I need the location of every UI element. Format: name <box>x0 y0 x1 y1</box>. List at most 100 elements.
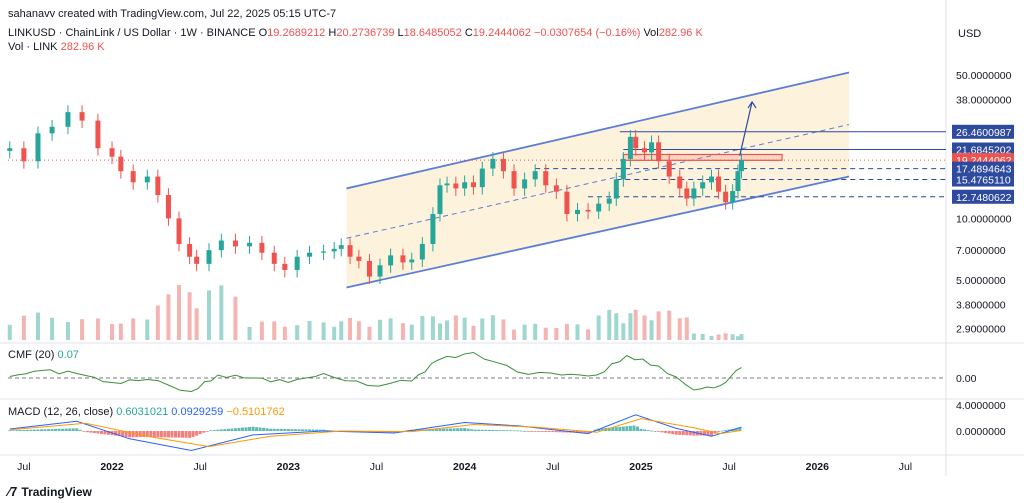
macd-histogram-bar <box>29 429 33 431</box>
cmf-label[interactable]: CMF (20) <box>8 349 55 361</box>
macd-histogram-bar <box>170 431 174 438</box>
macd-histogram-bar <box>710 431 713 436</box>
candle-body <box>259 242 265 253</box>
candle-body <box>642 148 647 153</box>
macd-histogram-bar <box>103 431 107 435</box>
candle-body <box>95 120 101 149</box>
time-axis-label: 2025 <box>629 461 653 473</box>
macd-histogram-bar <box>530 431 534 432</box>
candle-body <box>7 148 13 151</box>
candle-body <box>282 263 288 270</box>
macd-histogram-bar <box>166 431 170 438</box>
macd-histogram-bar <box>607 427 611 431</box>
candle-body <box>490 158 496 169</box>
candle-body <box>419 243 425 260</box>
price-tick-label: 38.0000000 <box>956 95 1012 107</box>
price-tick-label: 50.0000000 <box>956 70 1012 82</box>
volume-bar <box>667 310 672 340</box>
price-label-level-bg <box>952 172 1014 187</box>
candle-body <box>232 240 238 247</box>
macd-histogram-bar <box>699 431 703 436</box>
candle-body <box>294 256 300 270</box>
macd-histogram-bar <box>251 426 255 431</box>
candle-body <box>356 256 362 261</box>
price-label-level-bg <box>952 161 1014 176</box>
macd-histogram-bar <box>466 428 470 431</box>
price-tick-label: 10.0000000 <box>956 213 1012 225</box>
macd-histogram-bar <box>174 431 177 438</box>
macd-histogram-bar <box>308 429 311 431</box>
macd-histogram-bar <box>258 427 262 431</box>
macd-histogram-bar <box>248 427 252 431</box>
candle-body <box>130 171 136 183</box>
macd-histogram-bar <box>671 431 675 435</box>
candle-body <box>338 245 344 249</box>
high-value: 20.2736739 <box>336 27 395 39</box>
macd-histogram-bar <box>512 430 516 432</box>
volume-bar <box>735 336 740 340</box>
macd-histogram-bar <box>325 430 329 431</box>
volume-bar <box>437 323 442 340</box>
candle-body <box>633 136 639 149</box>
tradingview-logo[interactable]: ⁄7 TradingView <box>8 484 92 499</box>
macd-histogram-bar <box>50 429 54 431</box>
candle-body <box>738 160 744 172</box>
macd-histogram-bar <box>145 431 149 437</box>
macd-histogram-bar <box>300 429 304 431</box>
macd-histogram-bar <box>212 429 216 431</box>
volume-bar <box>259 321 264 340</box>
macd-histogram-bar <box>131 431 135 438</box>
macd-legend: MACD (12, 26, close) 0.6031021 0.0929259… <box>8 406 285 418</box>
macd-histogram-bar <box>477 429 481 431</box>
macd-histogram-bar <box>269 428 273 431</box>
volume-legend-label[interactable]: Vol · LINK <box>8 41 58 53</box>
currency-label[interactable]: USD <box>958 28 982 40</box>
macd-histogram-bar <box>738 427 742 431</box>
symbol-title[interactable]: LINKUSD · ChainLink / US Dollar · 1W · B… <box>8 27 256 39</box>
macd-histogram-bar <box>272 428 276 431</box>
macd-histogram-bar <box>11 430 15 432</box>
volume-bar <box>700 333 705 340</box>
macd-histogram-bar <box>117 431 121 437</box>
candle-body <box>677 176 683 189</box>
volume-legend: Vol · LINK 282.96 K <box>8 41 105 53</box>
volume-bar <box>462 317 467 340</box>
candle-body <box>321 251 327 253</box>
macd-histogram-bar <box>54 428 58 431</box>
candle-body <box>735 171 741 192</box>
macd-histogram-bar <box>124 431 128 437</box>
volume-bar <box>430 316 435 340</box>
resistance-box <box>622 153 783 161</box>
candle-body <box>187 243 193 257</box>
volume-bar <box>282 326 287 340</box>
macd-histogram-bar <box>265 428 269 431</box>
macd-histogram-bar <box>297 429 301 431</box>
macd-histogram-bar <box>519 430 523 432</box>
macd-histogram-bar <box>639 428 643 431</box>
open-label: O <box>258 27 268 39</box>
volume-bar <box>187 292 192 340</box>
macd-label[interactable]: MACD (12, 26, close) <box>8 406 114 418</box>
macd-histogram-bar <box>36 429 40 431</box>
signal-line <box>9 418 742 448</box>
volume-bar <box>21 315 26 340</box>
volume-bar <box>730 334 735 340</box>
cmf-value: 0.07 <box>57 349 79 361</box>
macd-histogram-bar <box>163 431 167 438</box>
volume-bar <box>453 315 458 340</box>
macd-histogram-bar <box>558 431 562 433</box>
volume-bar <box>367 326 372 340</box>
attribution-text: sahanavv created with TradingView.com, J… <box>8 8 337 20</box>
macd-histogram-bar <box>22 429 26 431</box>
volume-bar <box>554 328 559 340</box>
candle-body <box>613 179 619 199</box>
volume-bar <box>628 313 633 340</box>
volume-bar <box>723 333 728 340</box>
volume-bar <box>471 325 476 340</box>
macd-histogram-bar <box>279 428 283 431</box>
macd-histogram-bar <box>628 425 632 431</box>
candle-body <box>627 136 633 159</box>
macd-histogram-bar <box>237 427 241 431</box>
macd-histogram-bar <box>692 431 696 436</box>
